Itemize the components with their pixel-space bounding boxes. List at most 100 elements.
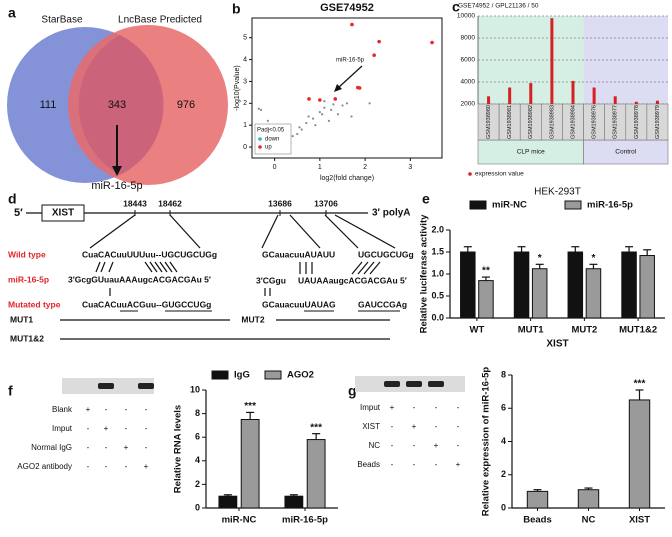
pairing-lines (89, 214, 396, 296)
venn-count: 343 (108, 99, 126, 111)
x-tick-label: 3 (408, 164, 412, 171)
venn-overlap (78, 35, 164, 175)
blot-sign: - (87, 424, 90, 433)
y-axis-label: Relative expression of miR-16-5p (481, 367, 492, 517)
point (350, 115, 353, 118)
y-tick-label: 2.0 (431, 224, 444, 234)
blot-sign: - (457, 403, 460, 412)
blot-sign: + (104, 424, 109, 433)
panel-letter: f (8, 383, 13, 399)
x-tick-label: GSM1938976 (592, 105, 598, 139)
significance: *** (634, 379, 646, 390)
x-tick-label: GSM1938982 (528, 105, 534, 139)
sequence: 3′CGgu (256, 275, 286, 285)
gene-box (41, 204, 85, 222)
blot-sign: - (105, 462, 108, 471)
site-guide (324, 214, 359, 249)
point (314, 124, 317, 127)
bar (513, 251, 530, 319)
y-tick-label: 6000 (461, 57, 476, 64)
venn-count: 111 (40, 99, 57, 111)
y-tick-label: 5 (243, 35, 247, 42)
chart-title: HEK-293T (534, 187, 581, 198)
bar (240, 419, 260, 509)
bar (306, 439, 326, 509)
x-tick-label: NC (582, 515, 596, 526)
legend-swatch (564, 200, 582, 210)
point (350, 22, 354, 27)
y-tick-label: 3 (243, 78, 247, 85)
y-tick-label: 1 (243, 122, 247, 129)
panel-letter: e (422, 191, 430, 207)
x-tick-label: GSM1938977 (613, 105, 619, 139)
point (372, 53, 376, 57)
point (321, 113, 324, 116)
pair (164, 261, 173, 273)
blot-sign: - (413, 441, 416, 450)
y-tick-label: 0 (243, 144, 247, 151)
blot-band (406, 381, 422, 387)
x-axis-label: log2(fold change) (320, 175, 374, 182)
bar (508, 87, 512, 104)
pair (357, 261, 369, 275)
blot-sign: - (391, 422, 394, 431)
blot-sign: - (87, 462, 90, 471)
bar (478, 280, 494, 319)
y-tick-label: 6 (195, 432, 200, 442)
pair (144, 261, 153, 273)
point (327, 119, 331, 122)
point (318, 98, 322, 102)
significance: * (591, 253, 595, 264)
blot-sign: - (457, 441, 460, 450)
bar (592, 87, 596, 104)
venn-set-label: LncBase Predicted (118, 15, 202, 26)
blot-sign: - (87, 443, 90, 452)
bar (550, 18, 554, 105)
legend-label: down (265, 137, 279, 143)
y-tick-label: 0.5 (431, 290, 444, 300)
pair (95, 261, 101, 273)
legend-label: miR-NC (492, 200, 527, 211)
blot-sign: - (435, 403, 438, 412)
mutant-label: MUT1&2 (10, 333, 44, 343)
legend-swatch (211, 370, 229, 380)
y-axis-label: Relative RNA levels (173, 405, 184, 493)
blot-sign: - (413, 403, 416, 412)
point (341, 104, 344, 107)
venn-count: 976 (177, 99, 195, 111)
y-tick-label: 1.0 (431, 268, 444, 278)
point (336, 113, 340, 116)
blot-row-label: AGO2 antibody (17, 462, 72, 471)
x-tick-label: GSM1938981 (507, 105, 513, 139)
blot-sign: - (145, 405, 148, 414)
y-tick-label: 4000 (461, 79, 476, 86)
pair (159, 261, 168, 273)
blot-sign: - (435, 422, 438, 431)
sequence: GCauacuuUAUAG (262, 299, 336, 309)
pair (363, 261, 375, 275)
y-tick-label: 0 (195, 502, 200, 512)
venn-result: miR-16-5p (91, 180, 142, 192)
blot-sign: - (435, 460, 438, 469)
plot-frame (251, 17, 443, 159)
y-tick-label: 2000 (461, 101, 476, 108)
blot-sign: + (434, 441, 439, 450)
blot-sign: + (456, 460, 461, 469)
y-tick-label: 4 (195, 455, 200, 465)
point (291, 135, 294, 138)
pair (154, 261, 163, 273)
y-tick-label: 8000 (461, 35, 476, 42)
y-tick-label: 0 (501, 502, 506, 512)
blot-sign: - (413, 460, 416, 469)
significance: ** (482, 266, 490, 277)
panel-letter: c (452, 0, 460, 15)
point (332, 103, 335, 106)
y-tick-label: 8 (501, 369, 506, 379)
blot-sign: - (145, 424, 148, 433)
mutant-label: MUT2 (241, 314, 264, 324)
point (330, 108, 333, 111)
point (323, 100, 326, 103)
blot-sign: + (144, 462, 149, 471)
legend-swatch (469, 200, 487, 210)
point (298, 126, 301, 129)
